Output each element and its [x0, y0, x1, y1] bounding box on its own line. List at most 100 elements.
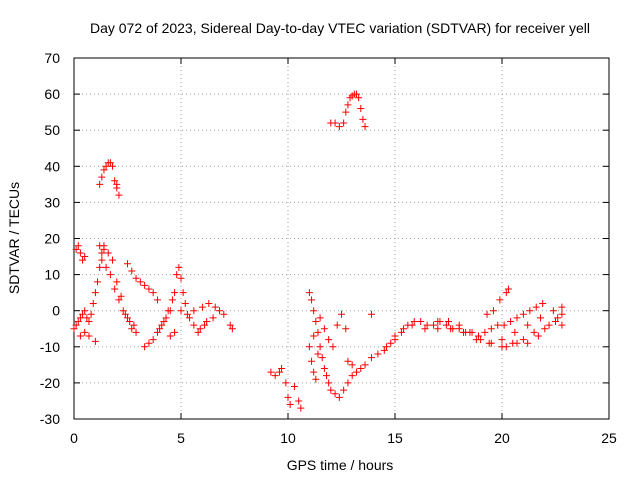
data-point-marker [519, 310, 527, 318]
x-tick-label: 15 [387, 430, 403, 446]
data-point-marker [558, 310, 566, 318]
data-point-marker [91, 289, 99, 297]
y-tick-label: -20 [40, 375, 60, 391]
data-point-marker [410, 318, 418, 326]
data-point-marker [367, 310, 375, 318]
data-point-marker [153, 328, 161, 336]
data-point-marker [459, 328, 467, 336]
data-point-marker [196, 325, 204, 333]
data-point-marker [201, 321, 209, 329]
data-point-marker [335, 393, 343, 401]
data-point-marker [85, 332, 93, 340]
data-point-marker [498, 336, 506, 344]
data-point-marker [220, 310, 228, 318]
data-point-marker [168, 296, 176, 304]
data-point-marker [211, 303, 219, 311]
data-point-marker [113, 180, 121, 188]
data-point-marker [387, 339, 395, 347]
data-point-marker [539, 299, 547, 307]
data-point-marker [511, 328, 519, 336]
data-point-marker [203, 318, 211, 326]
data-point-marker [171, 289, 179, 297]
data-point-marker [177, 307, 185, 315]
data-point-marker [442, 321, 450, 329]
data-point-marker [98, 249, 106, 257]
data-point-marker [367, 354, 375, 362]
x-tick-label: 0 [70, 430, 78, 446]
data-point-marker [308, 357, 316, 365]
data-point-marker [130, 321, 138, 329]
data-point-marker [205, 299, 213, 307]
y-tick-label: 10 [44, 267, 60, 283]
data-point-marker [162, 314, 170, 322]
data-point-marker [98, 256, 106, 264]
data-point-marker [145, 339, 153, 347]
data-point-marker [357, 105, 365, 113]
data-point-marker [79, 310, 87, 318]
data-point-marker [308, 296, 316, 304]
data-point-marker [81, 253, 89, 261]
data-point-marker [534, 332, 542, 340]
data-point-marker [312, 318, 320, 326]
data-point-marker [70, 325, 78, 333]
data-point-marker [305, 289, 313, 297]
data-point-marker [102, 263, 110, 271]
data-point-marker [149, 289, 157, 297]
data-point-marker [124, 260, 131, 268]
data-point-marker [344, 101, 352, 109]
data-point-marker [183, 310, 191, 318]
data-point-marker [320, 325, 328, 333]
data-point-marker [72, 321, 80, 329]
y-tick-label: 50 [44, 122, 60, 138]
axis-ticks [73, 57, 610, 420]
data-point-marker [166, 332, 174, 340]
data-point-marker [329, 343, 337, 351]
data-point-marker [310, 368, 318, 376]
data-point-marker [81, 328, 89, 336]
data-point-marker [76, 332, 84, 340]
data-point-marker [348, 361, 356, 369]
data-point-marker [421, 325, 429, 333]
data-point-marker [111, 285, 119, 293]
data-point-marker [278, 364, 286, 372]
data-point-marker [119, 307, 127, 315]
data-point-marker [423, 321, 431, 329]
data-point-marker [81, 307, 89, 315]
data-point-marker [382, 343, 390, 351]
data-point-marker [177, 274, 185, 282]
data-point-marker [310, 332, 318, 340]
data-point-marker [109, 162, 117, 170]
data-point-marker [141, 343, 149, 351]
data-point-marker [554, 314, 562, 322]
data-point-marker [145, 285, 153, 293]
data-point-marker [526, 307, 534, 315]
data-point-marker [342, 325, 350, 333]
y-tick-label: 70 [44, 50, 60, 66]
data-point-marker [323, 372, 331, 380]
data-point-marker [391, 336, 399, 344]
data-point-marker [115, 191, 123, 199]
data-point-marker [83, 314, 91, 322]
data-point-marker [513, 314, 521, 322]
data-point-marker [447, 325, 455, 333]
data-point-marker [352, 90, 360, 98]
data-point-marker [128, 267, 136, 275]
data-point-marker [408, 321, 416, 329]
data-point-marker [290, 383, 298, 391]
data-point-marker [186, 314, 194, 322]
data-point-marker [502, 343, 510, 351]
y-tick-labels: -30 -20 -10 0 10 20 30 40 50 60 70 [40, 50, 60, 427]
data-point-marker [361, 361, 369, 369]
data-points [70, 90, 566, 412]
data-point-marker [149, 336, 157, 344]
data-point-marker [487, 339, 495, 347]
data-point-marker [89, 299, 97, 307]
data-point-marker [181, 299, 189, 307]
data-point-marker [348, 372, 356, 380]
data-point-marker [340, 386, 348, 394]
data-point-marker [359, 115, 367, 123]
data-point-marker [267, 368, 275, 376]
data-point-marker [344, 379, 352, 387]
data-point-marker [271, 372, 279, 380]
